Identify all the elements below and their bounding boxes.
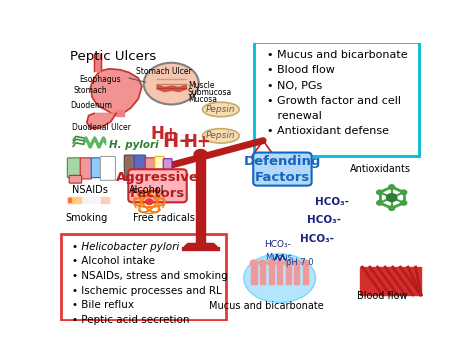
Text: H+: H+: [150, 126, 178, 143]
Text: Mucus: Mucus: [265, 253, 292, 261]
Polygon shape: [360, 267, 421, 295]
Circle shape: [389, 206, 395, 210]
FancyBboxPatch shape: [145, 158, 155, 180]
Text: Antioxidants: Antioxidants: [350, 164, 411, 174]
Text: HCO₃-: HCO₃-: [264, 240, 291, 249]
Circle shape: [401, 190, 407, 195]
Circle shape: [293, 260, 301, 266]
FancyBboxPatch shape: [67, 158, 81, 178]
Text: HCO₃-: HCO₃-: [315, 197, 348, 207]
Circle shape: [134, 190, 164, 213]
Ellipse shape: [202, 102, 239, 117]
FancyBboxPatch shape: [254, 42, 419, 156]
FancyBboxPatch shape: [163, 159, 172, 180]
Polygon shape: [91, 69, 142, 116]
Text: Esophagus: Esophagus: [80, 75, 121, 84]
FancyBboxPatch shape: [61, 234, 227, 320]
FancyBboxPatch shape: [80, 158, 91, 179]
Text: Stomach: Stomach: [74, 86, 108, 95]
Circle shape: [301, 260, 309, 266]
Text: Blood flow: Blood flow: [357, 291, 408, 301]
Text: H+: H+: [162, 132, 195, 152]
Text: HCO₃-: HCO₃-: [300, 234, 334, 244]
Text: Muscle: Muscle: [188, 81, 214, 90]
Text: Mucus and bicarbonate: Mucus and bicarbonate: [210, 301, 324, 311]
Polygon shape: [87, 113, 116, 128]
Circle shape: [267, 260, 275, 266]
Text: Mucosa: Mucosa: [188, 95, 217, 104]
Text: Duodenum: Duodenum: [70, 101, 112, 110]
FancyBboxPatch shape: [100, 156, 116, 180]
Text: Defending
Factors: Defending Factors: [244, 155, 321, 184]
Text: pH 7.0: pH 7.0: [286, 257, 314, 266]
Circle shape: [250, 260, 258, 266]
Text: Smoking: Smoking: [66, 213, 108, 223]
Circle shape: [389, 185, 395, 189]
Ellipse shape: [202, 129, 239, 143]
Text: Pepsin: Pepsin: [206, 105, 236, 114]
Text: Submucosa: Submucosa: [188, 88, 232, 97]
Circle shape: [146, 199, 153, 205]
Text: • Alcohol intake
• NSAIDs, stress and smoking
• Ischemic processes and RL
• Bile: • Alcohol intake • NSAIDs, stress and sm…: [72, 256, 228, 325]
Circle shape: [144, 63, 199, 104]
FancyBboxPatch shape: [128, 169, 187, 202]
Text: Peptic Ulcers: Peptic Ulcers: [70, 50, 156, 63]
Circle shape: [377, 201, 383, 205]
Text: Aggressive
Factors: Aggressive Factors: [116, 171, 199, 200]
Circle shape: [401, 201, 407, 205]
Text: H. pylori: H. pylori: [109, 140, 158, 150]
Ellipse shape: [244, 254, 316, 303]
Text: Free radicals: Free radicals: [133, 213, 195, 223]
Text: • Mucus and bicarbonate
• Blood flow
• NO, PGs
• Growth factor and cell
   renew: • Mucus and bicarbonate • Blood flow • N…: [267, 50, 408, 136]
Circle shape: [276, 260, 283, 266]
Text: • Helicobacter pylori: • Helicobacter pylori: [72, 242, 179, 252]
Text: Duodenal Ulcer: Duodenal Ulcer: [72, 122, 131, 131]
FancyBboxPatch shape: [134, 155, 146, 182]
Circle shape: [377, 190, 383, 195]
Text: HCO₃-: HCO₃-: [307, 215, 341, 225]
Text: Stomach Ulcer: Stomach Ulcer: [137, 67, 192, 76]
Circle shape: [387, 194, 397, 201]
Text: NSAIDs: NSAIDs: [72, 185, 108, 195]
Circle shape: [194, 149, 207, 160]
Text: H+: H+: [183, 133, 211, 151]
Polygon shape: [184, 243, 217, 247]
FancyBboxPatch shape: [124, 155, 135, 180]
Text: Pepsin: Pepsin: [206, 131, 236, 140]
Circle shape: [259, 260, 266, 266]
FancyBboxPatch shape: [253, 153, 311, 186]
FancyBboxPatch shape: [69, 175, 82, 183]
FancyBboxPatch shape: [155, 156, 164, 182]
FancyBboxPatch shape: [91, 158, 101, 178]
Text: Alcohol: Alcohol: [129, 185, 164, 195]
Circle shape: [284, 260, 292, 266]
